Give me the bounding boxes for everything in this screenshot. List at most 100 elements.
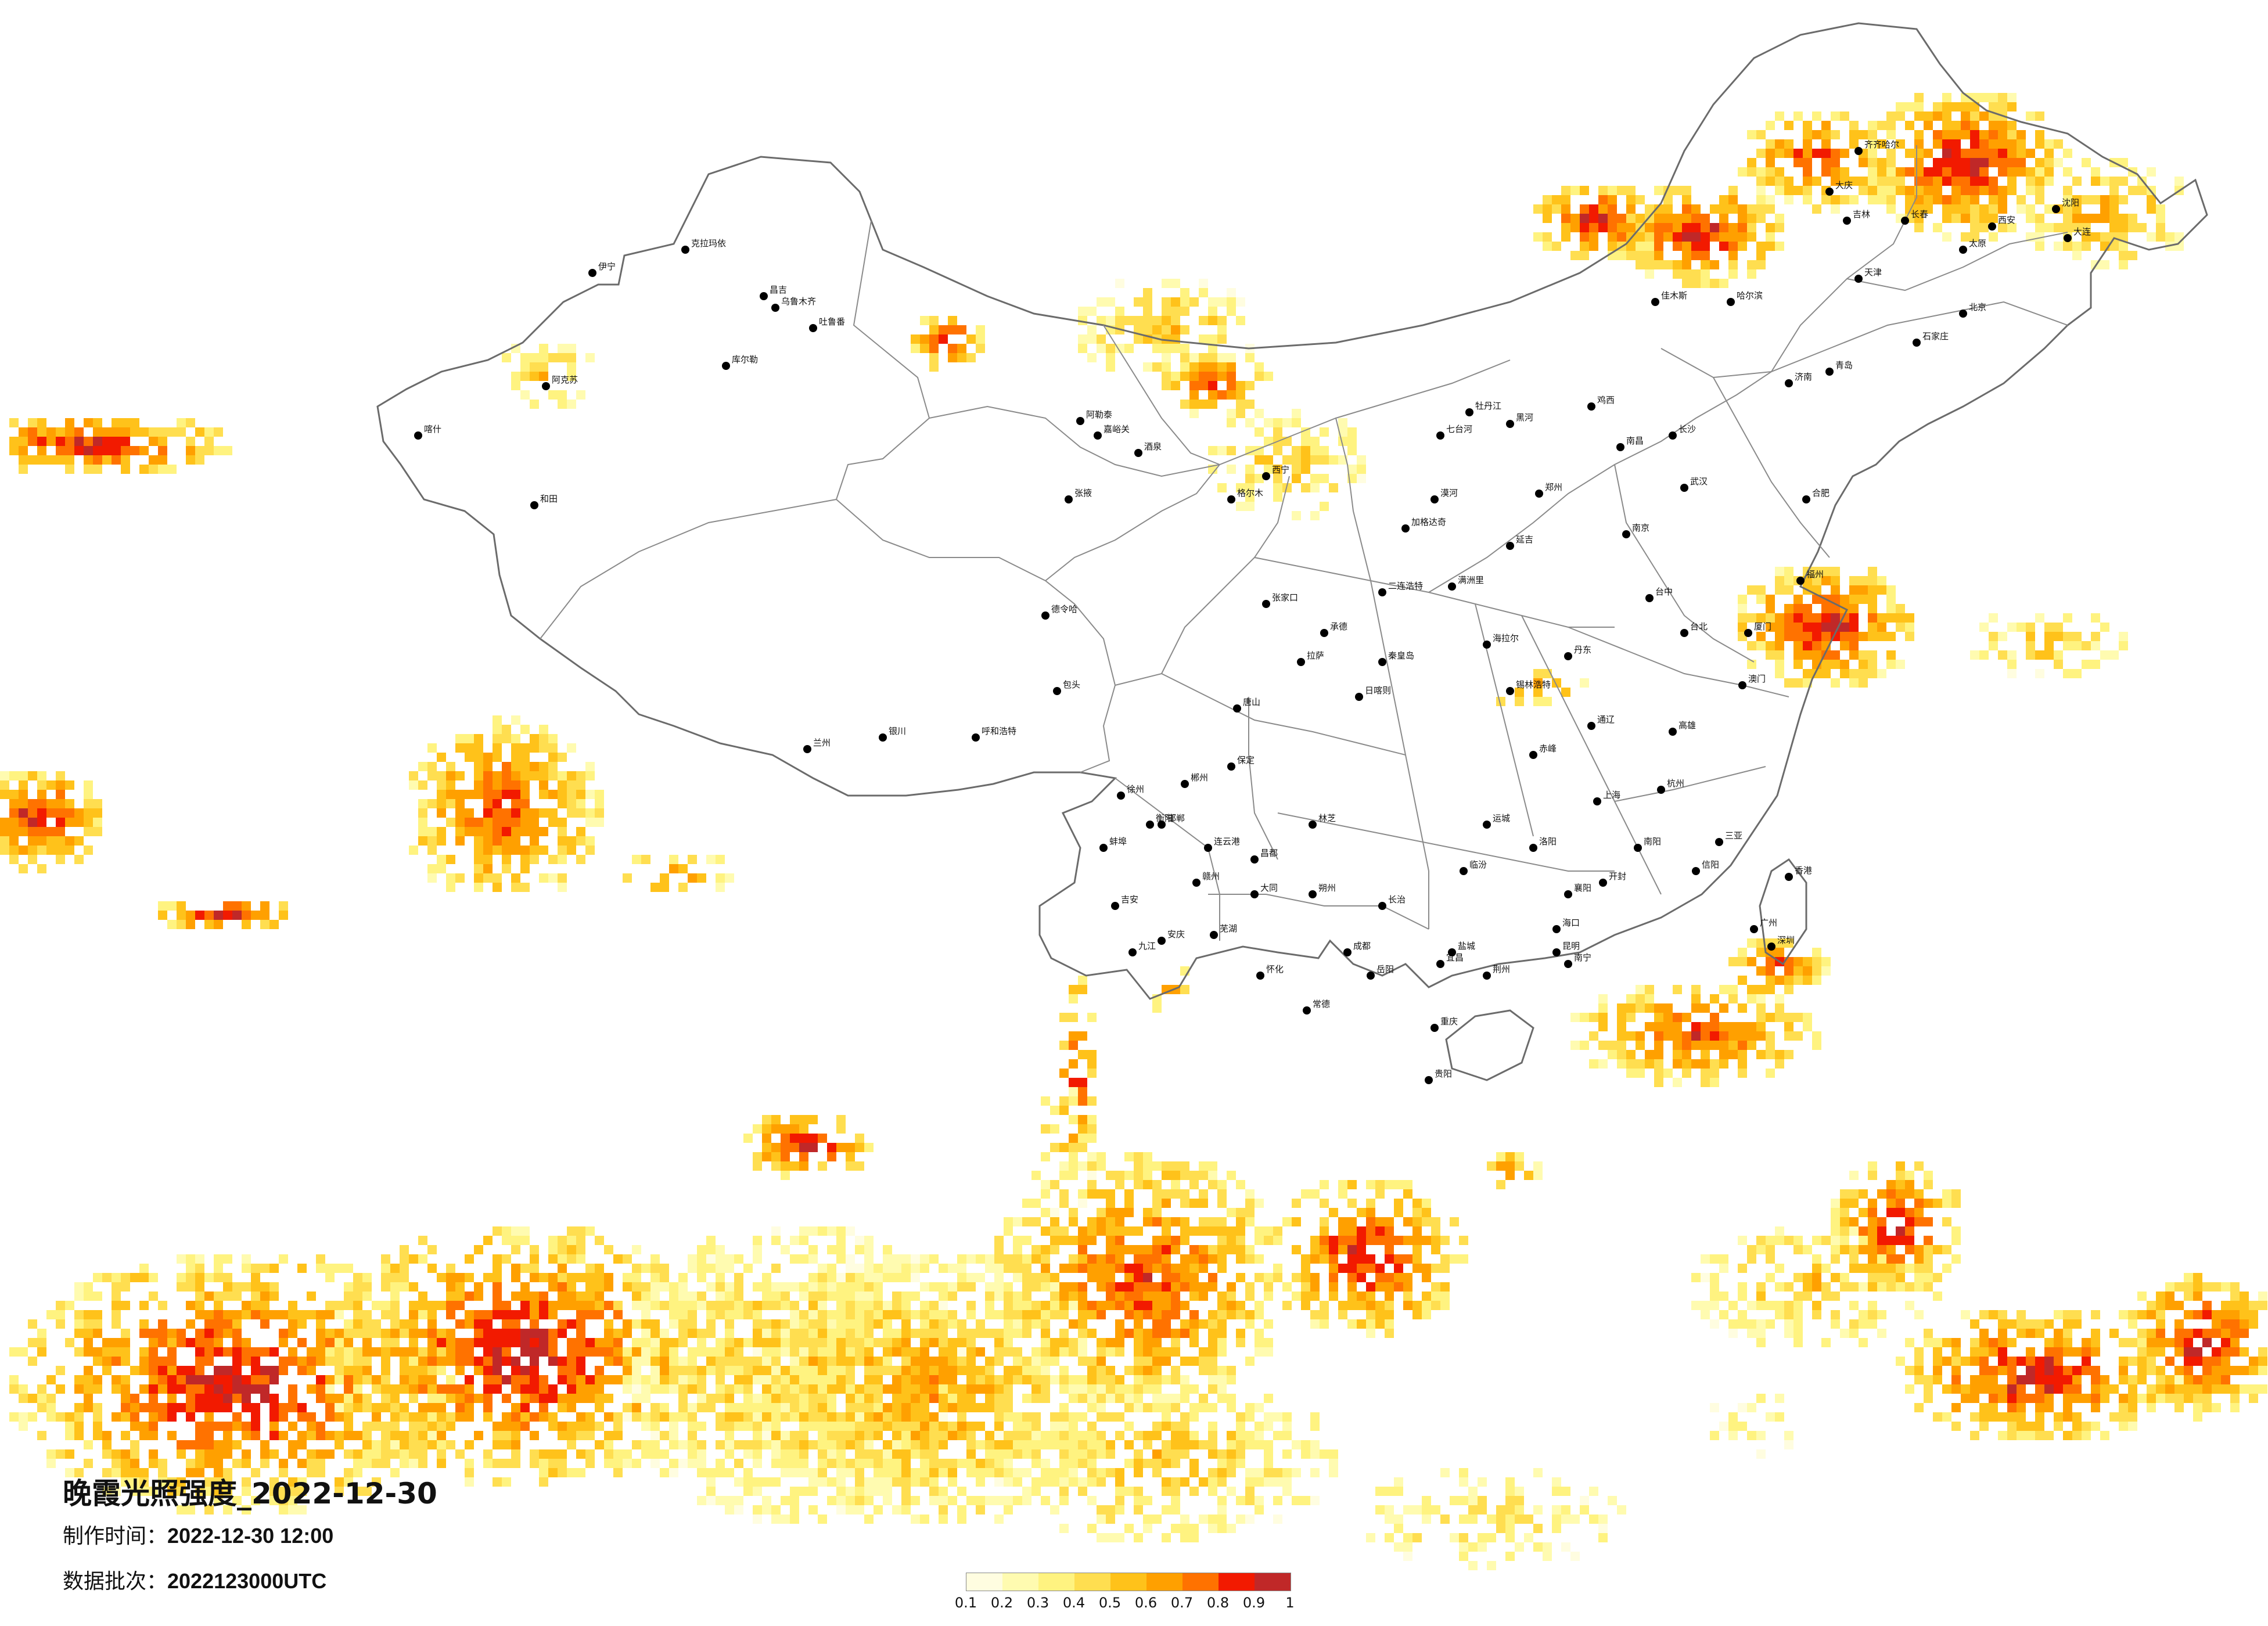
city-label: 昌吉 [770, 285, 787, 295]
city-label: 唐山 [1243, 697, 1260, 707]
legend-tick-label: 0.4 [1062, 1595, 1086, 1611]
city-label: 成都 [1353, 941, 1371, 951]
city-label: 连云港 [1214, 836, 1240, 847]
city-dot [760, 292, 768, 300]
city-dot [681, 246, 689, 254]
legend-tick-label: 0.9 [1242, 1595, 1266, 1611]
city-label: 海口 [1562, 918, 1580, 928]
city-label: 南昌 [1626, 436, 1644, 446]
city-label: 包头 [1063, 679, 1080, 690]
city-label: 库尔勒 [732, 354, 758, 365]
city-label: 福州 [1806, 569, 1824, 580]
city-label: 海拉尔 [1493, 633, 1519, 643]
legend-swatch [1146, 1573, 1182, 1591]
city-dot [1448, 582, 1456, 591]
city-label: 贵阳 [1435, 1069, 1452, 1079]
city-dot [1802, 495, 1810, 503]
city-dot [1250, 855, 1259, 864]
city-label: 加格达奇 [1411, 517, 1446, 527]
city-dot [803, 745, 811, 753]
city-dot [1564, 890, 1572, 898]
city-dot [1669, 728, 1677, 736]
city-dot [1483, 972, 1491, 980]
city-dot [1506, 420, 1514, 428]
city-dot [1715, 838, 1723, 846]
city-dot [1825, 368, 1834, 376]
city-dot [1448, 948, 1456, 956]
city-dot [1378, 588, 1386, 596]
city-dot [1564, 652, 1572, 660]
city-dot [722, 362, 730, 370]
city-dot [1117, 792, 1125, 800]
city-dot [1053, 687, 1061, 695]
legend-swatch [1074, 1573, 1110, 1591]
city-dot [1227, 495, 1235, 503]
city-dot [1843, 217, 1851, 225]
city-dot [1309, 890, 1317, 898]
city-label: 承德 [1330, 621, 1347, 632]
city-dot [1436, 431, 1444, 440]
city-dot [1535, 490, 1543, 498]
city-label: 安庆 [1167, 929, 1185, 940]
city-label: 武汉 [1690, 476, 1708, 487]
city-dot [1587, 402, 1595, 411]
city-dot [1796, 577, 1805, 585]
city-label: 开封 [1609, 871, 1626, 882]
city-dot [1181, 780, 1189, 788]
city-label: 长春 [1911, 209, 1928, 220]
city-label: 盐城 [1458, 941, 1475, 951]
city-dot [1657, 786, 1665, 794]
city-label: 德令哈 [1051, 604, 1077, 614]
city-dot [1094, 431, 1102, 440]
legend-swatch [1110, 1573, 1146, 1591]
city-dot [1622, 530, 1630, 538]
city-dot [809, 324, 817, 332]
city-dot [1430, 495, 1439, 503]
city-label: 临汾 [1469, 859, 1487, 870]
city-dot [1065, 495, 1073, 503]
city-label: 阿克苏 [552, 375, 578, 385]
city-label: 丹东 [1574, 645, 1591, 655]
city-dot [1959, 246, 1967, 254]
city-label: 日喀则 [1365, 685, 1391, 696]
city-label: 长沙 [1678, 424, 1696, 434]
city-dot [1134, 449, 1142, 457]
city-dot [1367, 972, 1375, 980]
city-dot [1587, 722, 1595, 730]
city-dot [1959, 310, 1967, 318]
city-dot [1158, 821, 1166, 829]
city-label: 南宁 [1574, 952, 1591, 963]
city-label: 香港 [1795, 865, 1812, 876]
color-legend: 0.1 0.2 0.3 0.4 0.5 0.6 0.7 0.8 0.9 1 [955, 1573, 1295, 1616]
city-dot [1192, 879, 1201, 887]
legend-tick-label: 0.1 [954, 1595, 977, 1611]
city-label: 昌都 [1260, 848, 1278, 858]
city-label: 通辽 [1597, 714, 1615, 725]
city-label: 锡林浩特 [1516, 679, 1551, 690]
city-dot [542, 382, 550, 390]
city-label: 深圳 [1777, 935, 1795, 945]
city-dot [1901, 217, 1909, 225]
city-dot [1913, 339, 1921, 347]
city-dot [530, 501, 538, 509]
city-dot [1616, 443, 1624, 451]
city-label: 林芝 [1318, 813, 1336, 823]
city-label: 上海 [1603, 790, 1620, 800]
city-label: 拉萨 [1307, 650, 1324, 661]
city-dot [1233, 704, 1241, 713]
city-dot [1767, 942, 1775, 951]
city-label: 蚌埠 [1109, 836, 1127, 847]
data-batch: 数据批次：2022123000UTC [63, 1564, 326, 1595]
legend-tick-label: 0.7 [1170, 1595, 1194, 1611]
city-dot [1128, 948, 1137, 956]
city-label: 兰州 [813, 738, 831, 748]
legend-tick-label: 0.3 [1026, 1595, 1049, 1611]
city-dot [1378, 902, 1386, 910]
legend-tick-label: 0.5 [1098, 1595, 1122, 1611]
city-label: 广州 [1760, 918, 1777, 928]
city-label: 格尔木 [1237, 488, 1263, 498]
city-label: 岳阳 [1376, 964, 1394, 974]
city-dot [1599, 879, 1607, 887]
